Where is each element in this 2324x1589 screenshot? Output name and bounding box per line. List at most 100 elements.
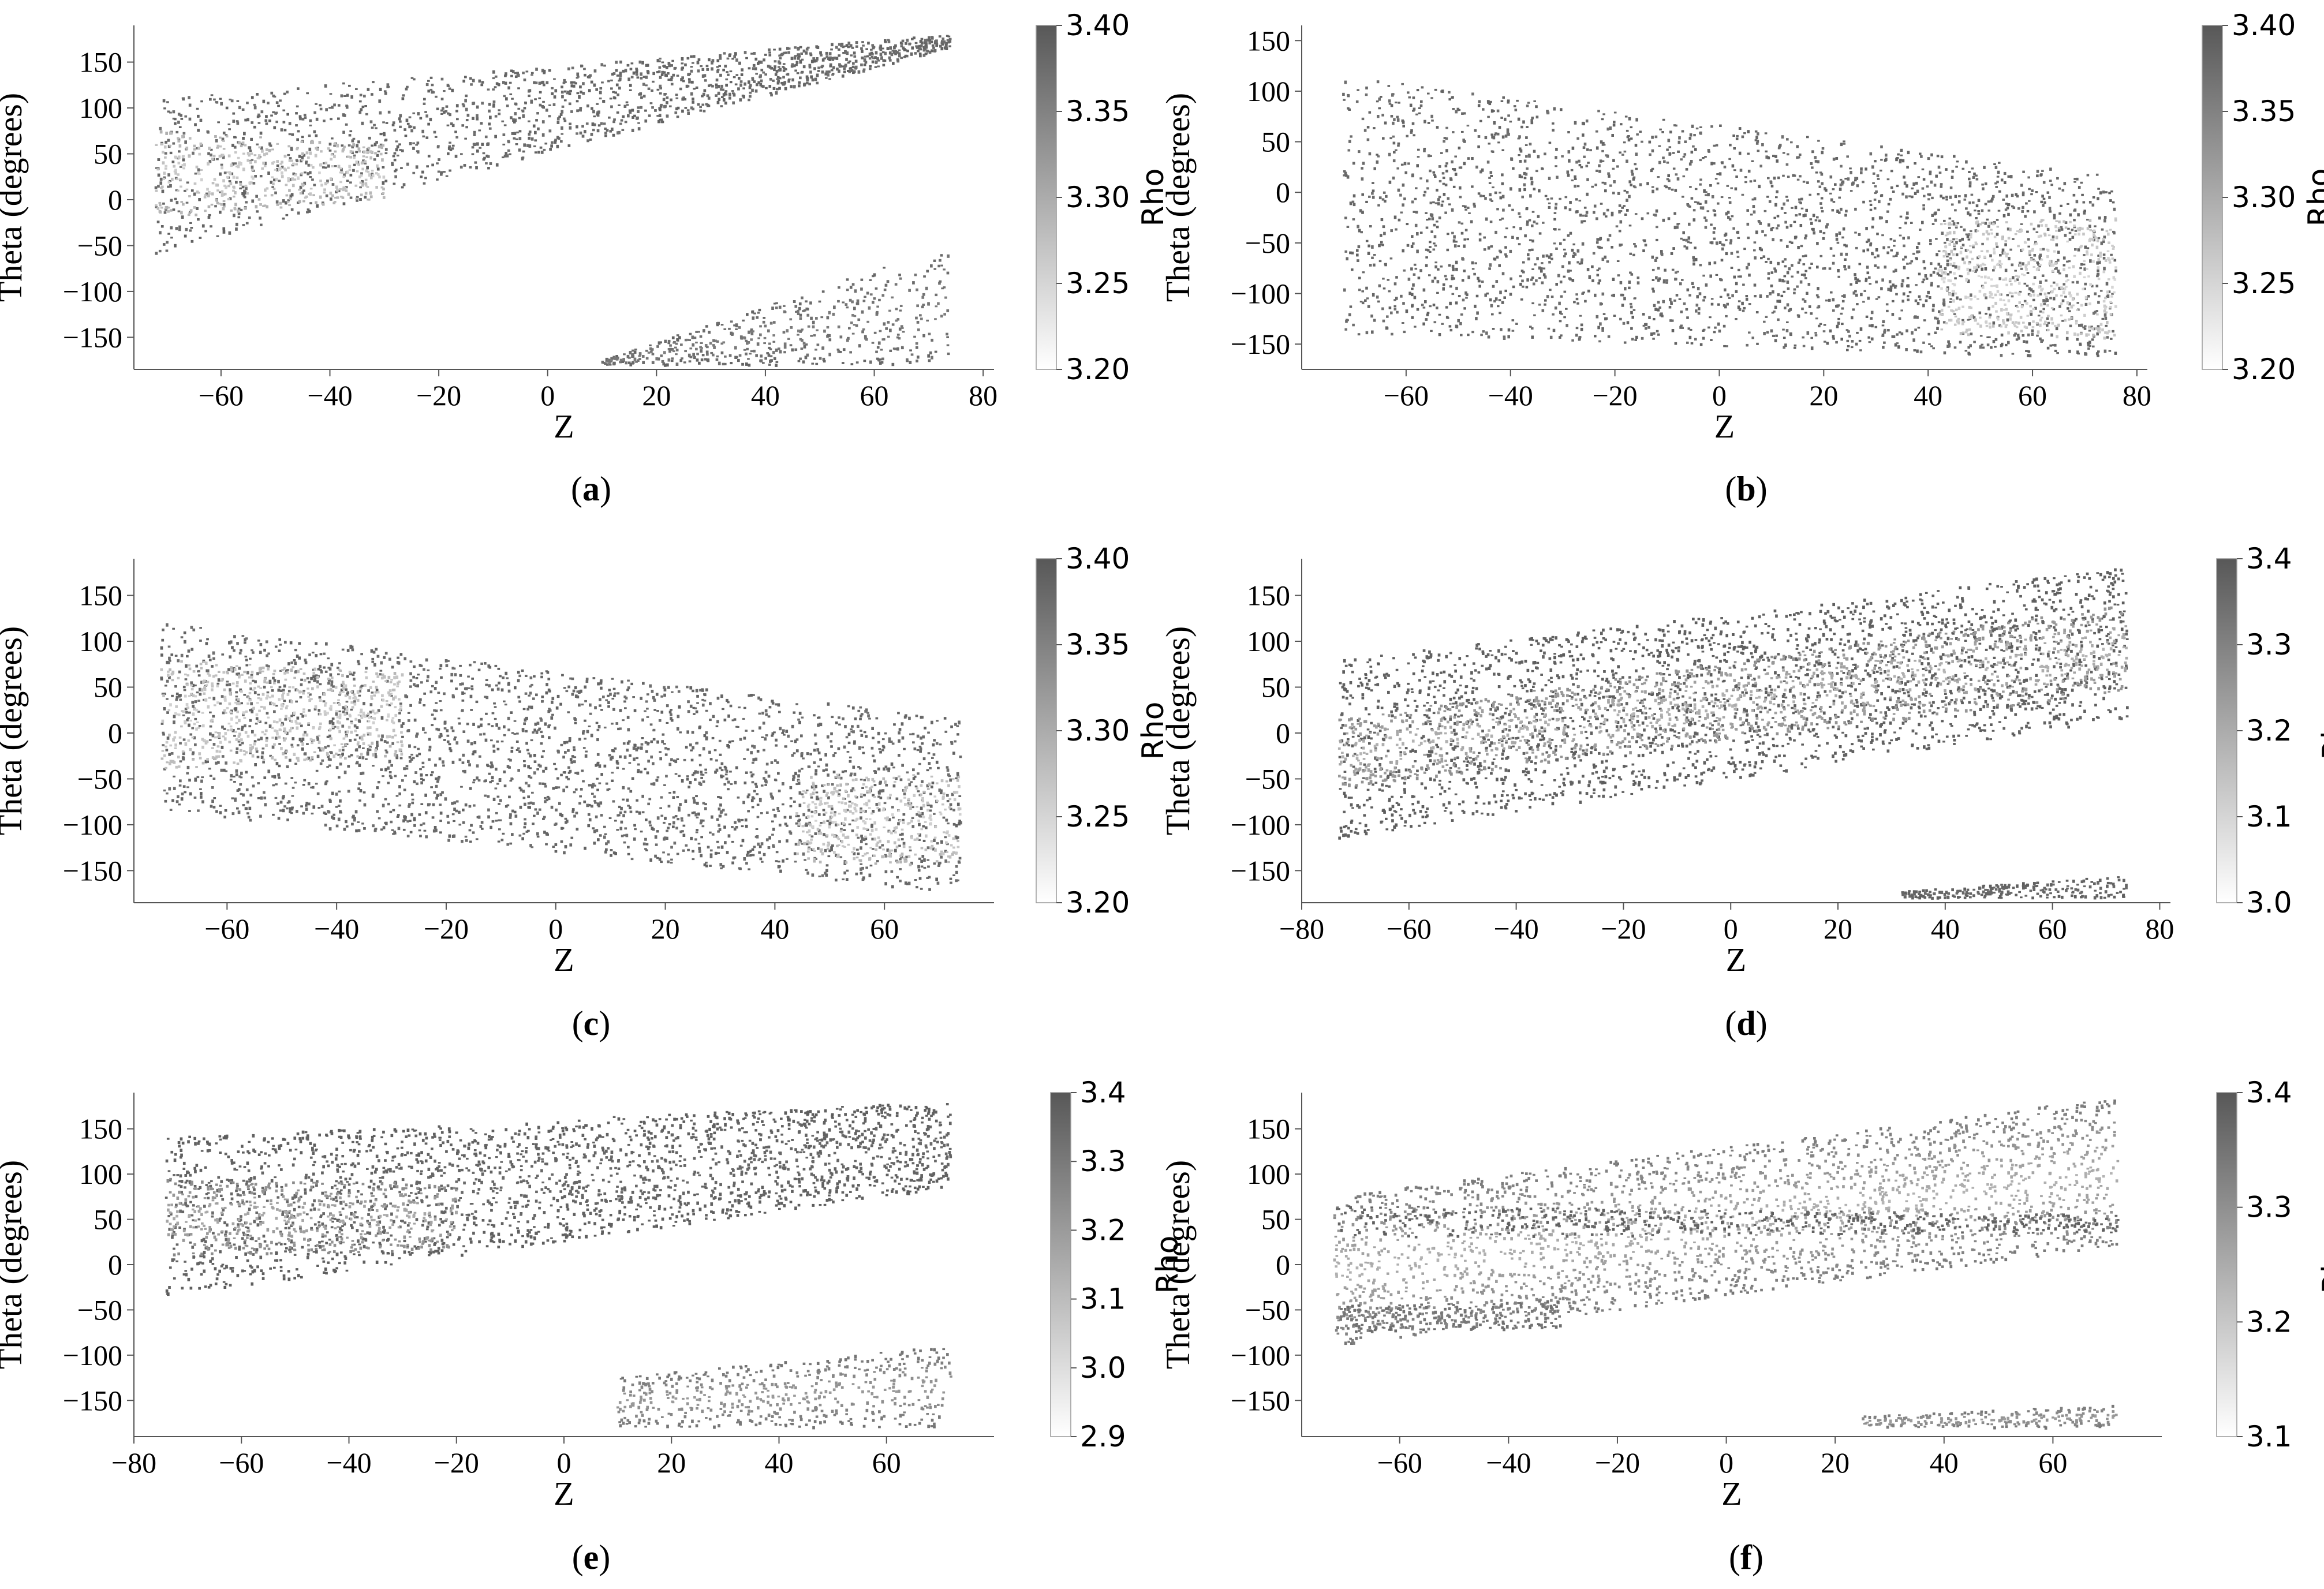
scatter-mark	[916, 304, 919, 308]
scatter-mark	[1694, 201, 1697, 203]
scatter-mark	[535, 81, 538, 84]
scatter-mark	[219, 211, 222, 214]
scatter-mark	[1484, 136, 1488, 140]
scatter-mark	[1884, 266, 1887, 269]
scatter-mark	[1598, 267, 1601, 270]
scatter-mark	[364, 192, 368, 195]
scatter-mark	[940, 315, 943, 318]
scatter-mark	[658, 114, 662, 117]
scatter-mark	[576, 132, 578, 135]
scatter-mark	[2103, 349, 2107, 353]
scatter-mark	[190, 227, 193, 229]
scatter-mark	[1816, 242, 1819, 245]
scatter-mark	[898, 49, 901, 51]
scatter-mark	[2034, 241, 2037, 244]
scatter-mark	[698, 361, 701, 365]
scatter-mark	[361, 180, 364, 183]
scatter-mark	[1453, 168, 1456, 171]
scatter-mark	[282, 121, 286, 124]
scatter-mark	[1933, 184, 1937, 187]
scatter-mark	[599, 91, 602, 95]
scatter-mark	[1506, 131, 1510, 134]
scatter-mark	[1985, 312, 1987, 315]
scatter-mark	[692, 353, 695, 357]
scatter-mark	[918, 44, 921, 47]
scatter-mark	[891, 323, 895, 326]
scatter-mark	[204, 210, 207, 212]
scatter-mark	[2045, 279, 2047, 282]
scatter-mark	[1474, 262, 1477, 264]
scatter-mark	[748, 330, 750, 334]
scatter-mark	[1352, 203, 1356, 207]
scatter-mark	[1372, 189, 1375, 193]
scatter-mark	[916, 321, 920, 324]
scatter-mark	[1754, 256, 1757, 260]
scatter-mark	[651, 353, 655, 356]
scatter-mark	[1699, 183, 1702, 186]
scatter-mark	[1712, 209, 1716, 212]
y-tick-label: 100	[79, 92, 122, 124]
scatter-mark	[2102, 257, 2106, 260]
scatter-mark	[1598, 340, 1601, 343]
scatter-mark	[223, 192, 227, 196]
scatter-mark	[675, 353, 678, 356]
scatter-mark	[632, 349, 634, 352]
scatter-mark	[828, 58, 831, 61]
caption-paren-close: )	[600, 470, 611, 508]
scatter-mark	[814, 59, 818, 62]
scatter-mark	[860, 63, 863, 66]
scatter-mark	[1969, 344, 1972, 347]
scatter-mark	[461, 124, 465, 127]
scatter-mark	[1433, 235, 1437, 238]
scatter-mark	[1657, 279, 1660, 282]
scatter-mark	[251, 96, 254, 99]
scatter-mark	[1680, 158, 1683, 161]
scatter-mark	[420, 175, 423, 178]
scatter-mark	[222, 200, 226, 203]
scatter-mark	[424, 111, 427, 113]
scatter-mark	[1682, 196, 1684, 198]
scatter-mark	[1990, 346, 1993, 349]
scatter-mark	[361, 106, 365, 109]
scatter-mark	[1805, 208, 1808, 212]
scatter-mark	[365, 156, 368, 159]
scatter-mark	[842, 65, 845, 68]
scatter-mark	[1796, 271, 1799, 274]
scatter-mark	[1672, 152, 1675, 154]
scatter-mark	[679, 359, 683, 362]
scatter-mark	[837, 350, 840, 353]
scatter-mark	[1981, 184, 1984, 186]
scatter-mark	[823, 330, 826, 333]
scatter-mark	[1840, 312, 1843, 315]
scatter-mark	[1936, 155, 1940, 158]
scatter-mark	[1457, 245, 1460, 248]
scatter-mark	[625, 101, 629, 104]
scatter-mark	[1893, 240, 1896, 242]
scatter-mark	[1976, 223, 1980, 227]
scatter-mark	[1880, 169, 1882, 172]
scatter-mark	[1690, 151, 1694, 154]
scatter-mark	[1680, 237, 1683, 240]
scatter-mark	[1623, 297, 1626, 301]
scatter-mark	[211, 158, 214, 160]
scatter-mark	[513, 137, 516, 140]
scatter-mark	[757, 311, 760, 314]
scatter-mark	[180, 185, 182, 188]
scatter-mark	[1787, 175, 1790, 178]
scatter-mark	[1512, 226, 1515, 229]
scatter-mark	[748, 364, 751, 367]
scatter-mark	[296, 148, 298, 151]
scatter-mark	[916, 288, 918, 291]
scatter-mark	[1793, 288, 1796, 291]
scatter-mark	[1627, 135, 1630, 137]
scatter-mark	[1892, 300, 1895, 302]
scatter-mark	[316, 148, 319, 151]
scatter-mark	[296, 160, 299, 163]
scatter-mark	[1609, 126, 1612, 130]
scatter-mark	[1563, 316, 1566, 319]
scatter-mark	[810, 335, 813, 337]
scatter-mark	[1376, 80, 1380, 84]
scatter-mark	[1814, 219, 1818, 222]
scatter-mark	[1671, 329, 1675, 332]
scatter-mark	[2005, 343, 2008, 346]
